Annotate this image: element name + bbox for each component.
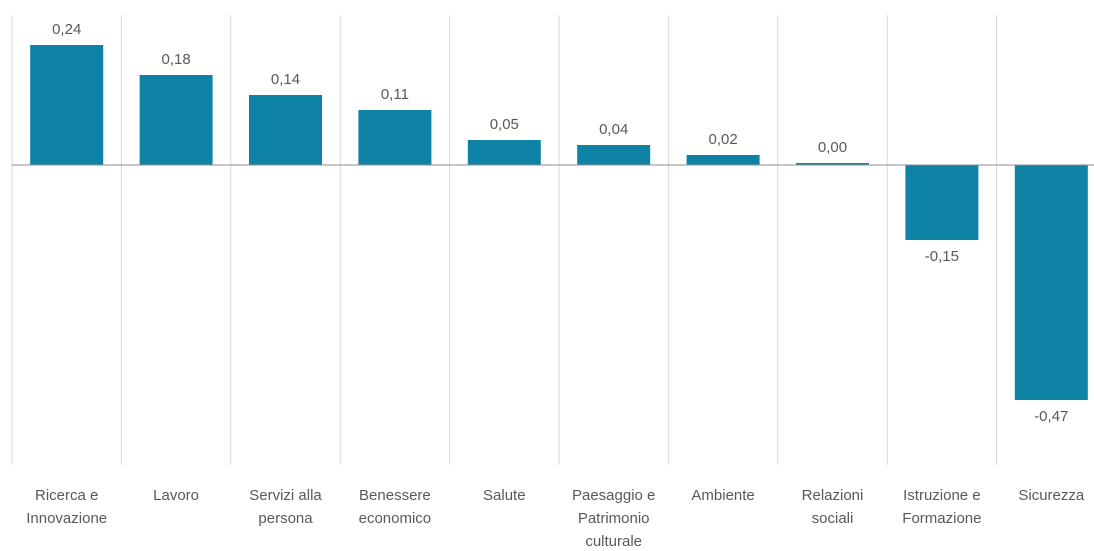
value-label: 0,24 <box>52 21 81 38</box>
value-label: 0,14 <box>271 71 300 88</box>
value-label: -0,15 <box>925 248 959 265</box>
value-label: 0,00 <box>818 139 847 156</box>
x-tick-label: Sicurezza <box>1018 487 1085 504</box>
bar <box>358 110 432 165</box>
bar <box>139 75 213 165</box>
x-tick-label: Servizi alla persona <box>249 487 322 527</box>
bar <box>1014 165 1088 400</box>
x-tick-label: Paesaggio e Patrimonio culturale <box>571 487 656 550</box>
x-tick-label: Benessere economico <box>358 487 432 527</box>
value-label: 0,05 <box>490 116 519 133</box>
x-tick-label: Ambiente <box>691 487 755 504</box>
value-label: 0,04 <box>599 121 628 138</box>
x-tick-label: Salute <box>483 487 526 504</box>
bar <box>796 163 869 165</box>
value-label: 0,02 <box>708 131 737 148</box>
x-tick-label: Ricerca e Innovazione <box>26 487 108 527</box>
bar <box>905 165 979 240</box>
bar <box>249 95 322 165</box>
x-tick-label: Lavoro <box>153 487 200 504</box>
value-label: -0,47 <box>1034 408 1068 425</box>
x-tick-label: Relazioni sociali <box>801 487 864 527</box>
bar <box>686 155 760 165</box>
bar <box>467 140 541 165</box>
bar <box>577 145 651 165</box>
value-label: 0,18 <box>161 51 190 68</box>
value-label: 0,11 <box>381 86 409 103</box>
x-tick-label: Istruzione e Formazione <box>902 487 982 527</box>
bar <box>30 45 104 165</box>
